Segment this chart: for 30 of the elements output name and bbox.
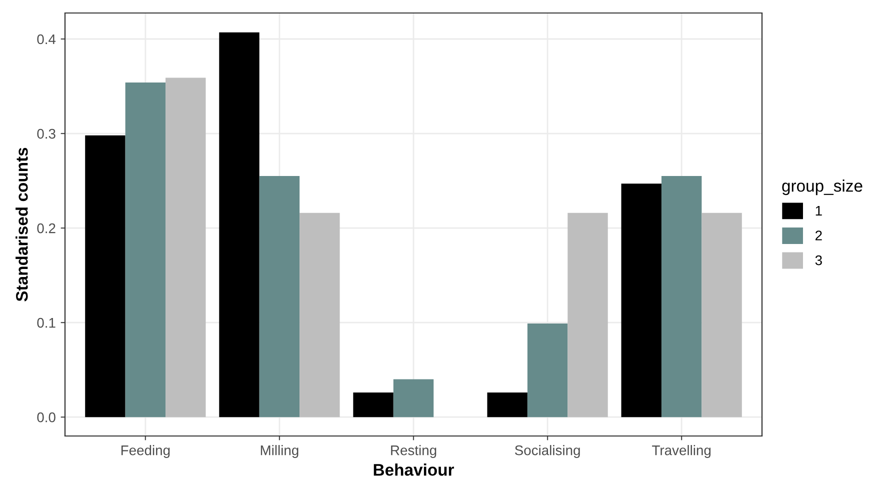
bar	[300, 212, 340, 418]
legend-label: 2	[816, 230, 822, 240]
x-tick-label: Milling	[260, 445, 298, 458]
bar	[219, 32, 260, 418]
legend-label: 1	[816, 206, 822, 216]
bar	[568, 212, 608, 418]
x-tick-label: Resting	[391, 445, 436, 458]
y-tick-label: 0.2	[37, 223, 56, 234]
x-tick-label: Socialising	[514, 445, 580, 458]
bar	[85, 135, 126, 418]
y-tick-label: 0.4	[37, 34, 56, 44]
y-tick-label: 0.0	[37, 412, 56, 422]
bar	[702, 212, 742, 418]
y-tick-label: 0.1	[37, 318, 56, 328]
bar	[487, 392, 528, 418]
legend-label: 3	[815, 255, 822, 266]
bar	[125, 82, 166, 418]
y-tick-label: 0.3	[37, 128, 56, 139]
bar	[259, 176, 300, 418]
bar	[661, 176, 702, 418]
bar	[393, 379, 434, 418]
bar	[166, 78, 206, 418]
bar	[527, 324, 568, 418]
bar	[353, 392, 394, 418]
x-tick-label: Travelling	[652, 445, 711, 458]
x-tick-label: Feeding	[121, 445, 170, 458]
bar	[621, 184, 662, 418]
y-axis-title: Standarised counts	[16, 148, 28, 302]
x-axis-title: Behaviour	[374, 464, 454, 476]
legend-title: group_size	[782, 180, 862, 196]
